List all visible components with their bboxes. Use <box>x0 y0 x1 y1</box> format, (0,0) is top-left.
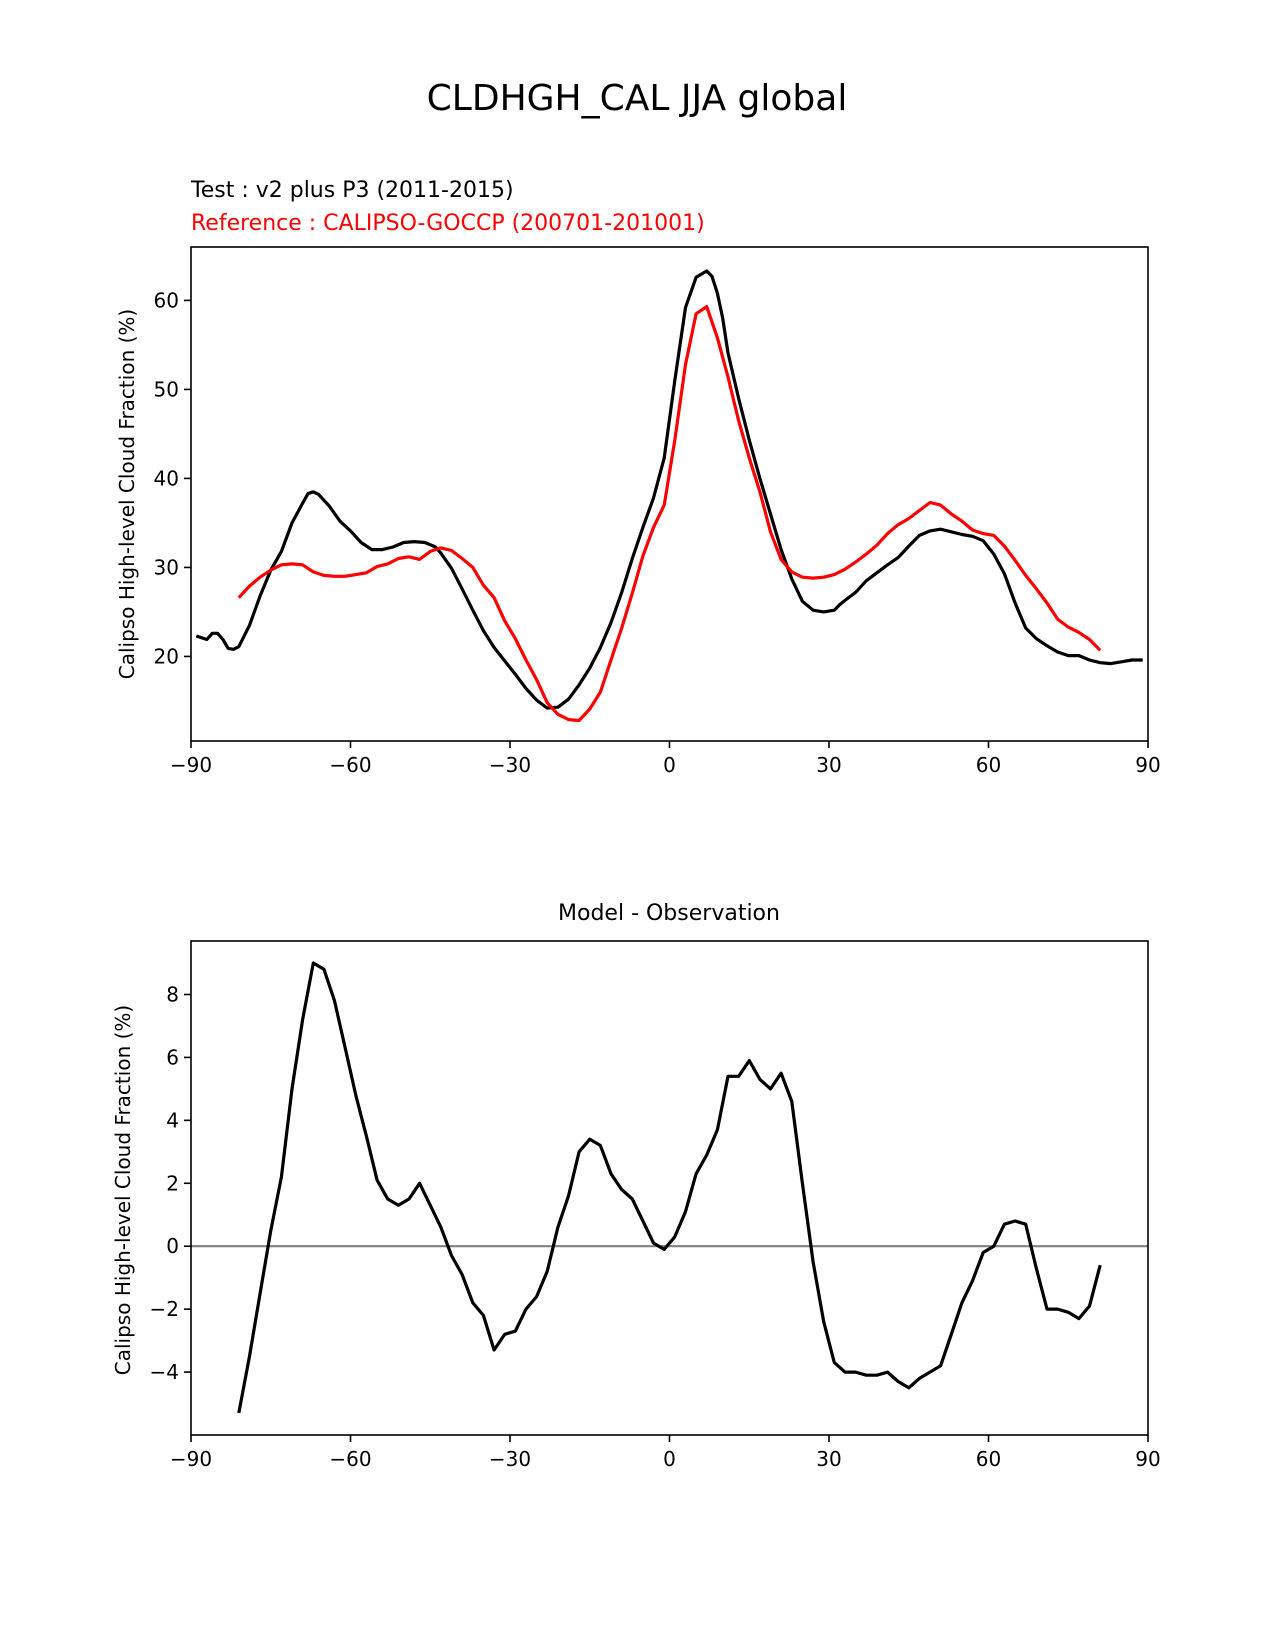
top-x-tick-label: 0 <box>663 753 676 777</box>
top-y-tick-label: 30 <box>154 555 179 579</box>
reference-subtitle: Reference : CALIPSO-GOCCP (200701-201001… <box>191 211 705 236</box>
bottom-x-tick-label: 0 <box>663 1447 676 1471</box>
top-series-reference <box>237 305 1102 723</box>
bottom-series-difference <box>237 961 1102 1414</box>
bottom-x-tick-label: −30 <box>489 1447 531 1471</box>
bottom-x-tick-label: 30 <box>816 1447 841 1471</box>
top-x-tick-label: 90 <box>1135 753 1160 777</box>
top-series-test <box>195 269 1143 710</box>
top-x-tick-label: −60 <box>329 753 371 777</box>
top-y-tick-label: 50 <box>154 377 179 401</box>
bottom-y-tick-label: 2 <box>166 1171 179 1195</box>
bottom-y-tick-label: −2 <box>150 1297 179 1321</box>
top-x-tick-label: −90 <box>170 753 212 777</box>
test-subtitle: Test : v2 plus P3 (2011-2015) <box>190 178 514 203</box>
bottom-y-axis-label: Calipso High-level Cloud Fraction (%) <box>111 1005 135 1375</box>
figure-title: CLDHGH_CAL JJA global <box>427 78 848 119</box>
bottom-y-tick-label: 0 <box>166 1234 179 1258</box>
bottom-panel: Model - Observation −90 −60 −30 0 30 60 90−4−2… <box>111 901 1161 1471</box>
top-axes-frame <box>190 246 1149 742</box>
top-x-tick-label: −30 <box>489 753 531 777</box>
bottom-y-tick-label: 6 <box>166 1045 179 1069</box>
top-y-tick-label: 40 <box>154 466 179 490</box>
bottom-title: Model - Observation <box>558 901 780 926</box>
bottom-y-tick-label: 8 <box>166 982 179 1006</box>
bottom-x-tick-label: −90 <box>170 1447 212 1471</box>
bottom-x-tick-label: 60 <box>976 1447 1001 1471</box>
bottom-y-tick-label: −4 <box>150 1360 179 1384</box>
bottom-plot-area: −90 −60 −30 0 30 60 90 −4 −2 0 2 4 6 8 <box>150 940 1161 1471</box>
top-x-tick-label: 30 <box>816 753 841 777</box>
bottom-x-tick-label: −60 <box>329 1447 371 1471</box>
top-x-tick-label: 60 <box>976 753 1001 777</box>
top-y-tick-label: 60 <box>154 288 179 312</box>
top-panel: Test : v2 plus P3 (2011-2015) Reference … <box>115 178 1161 777</box>
bottom-axes-frame <box>190 940 1149 1436</box>
bottom-y-tick-label: 4 <box>166 1108 179 1132</box>
top-y-tick-label: 20 <box>154 644 179 668</box>
bottom-x-tick-label: 90 <box>1135 1447 1160 1471</box>
top-plot-area: −90 −60 −30 0 30 60 90 20 30 40 50 60 <box>154 246 1161 777</box>
top-y-axis-label: Calipso High-level Cloud Fraction (%) <box>115 309 139 679</box>
